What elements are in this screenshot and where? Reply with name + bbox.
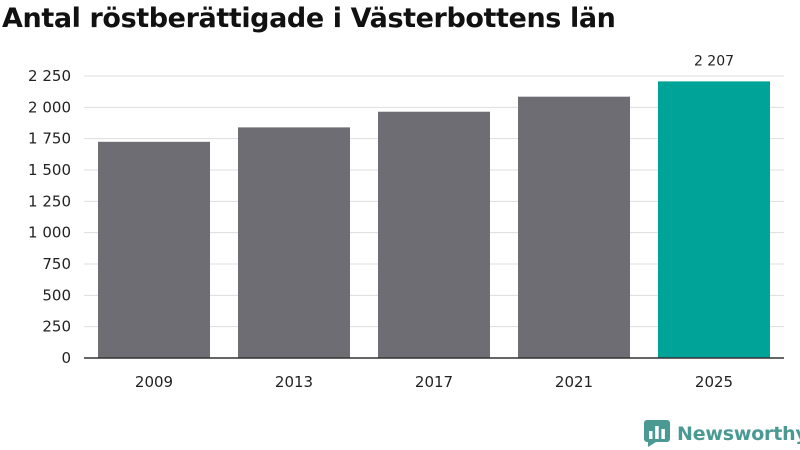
y-tick-label: 500 (42, 286, 71, 304)
y-tick-label: 1 750 (28, 130, 71, 148)
bar-2017 (378, 111, 490, 358)
y-tick-label: 750 (42, 255, 71, 273)
x-tick-label: 2021 (555, 373, 593, 391)
newsworthy-logo-icon (644, 420, 670, 447)
bar-2021 (518, 96, 630, 359)
y-axis-ticks: 0 250 500 750 1 000 1 250 1 500 1 750 2 000 2 250 (28, 67, 71, 367)
data-labels: 2 207 (694, 53, 734, 69)
x-tick-label: 2025 (695, 373, 733, 391)
x-tick-label: 2009 (135, 373, 173, 391)
bar-2009 (98, 141, 210, 358)
y-tick-label: 250 (42, 318, 71, 336)
newsworthy-logo: Newsworthy (644, 420, 800, 447)
newsworthy-logo-text: Newsworthy (677, 422, 800, 445)
bar-2025 (658, 81, 770, 358)
x-tick-label: 2013 (275, 373, 313, 391)
y-tick-label: 0 (61, 349, 71, 367)
data-label: 2 207 (694, 53, 734, 69)
x-axis-ticks: 2009 2013 2017 2021 2025 (135, 373, 733, 391)
x-tick-label: 2017 (415, 373, 453, 391)
bars (98, 81, 770, 359)
y-tick-label: 2 250 (28, 67, 71, 85)
bar-2013 (238, 127, 350, 359)
y-tick-label: 1 000 (28, 224, 71, 242)
chart-title: Antal röstberättigade i Västerbottens lä… (2, 3, 616, 34)
y-tick-label: 1 500 (28, 161, 71, 179)
y-tick-label: 2 000 (28, 98, 71, 116)
y-tick-label: 1 250 (28, 192, 71, 210)
